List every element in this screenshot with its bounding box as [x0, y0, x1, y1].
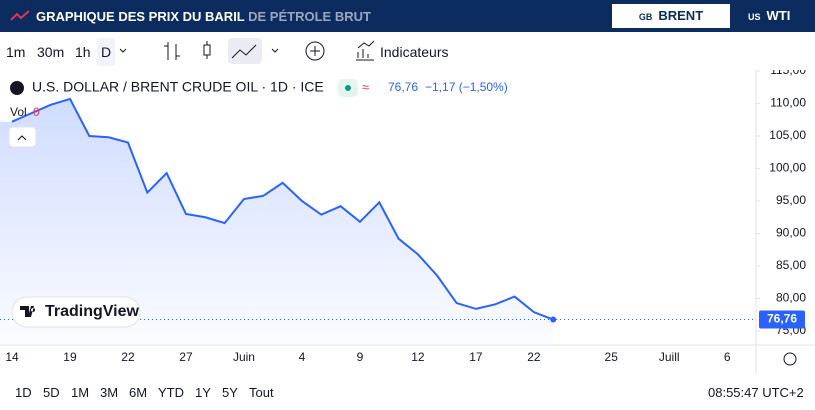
- watermark-icon: [20, 306, 36, 317]
- legend: U.S. DOLLAR / BRENT CRUDE OIL · 1D · ICE…: [8, 79, 508, 148]
- interval[interactable]: 1m: [6, 44, 26, 60]
- y-tick-label: 100,00: [769, 161, 806, 175]
- toolbar-icons: [119, 38, 375, 64]
- last-price-label: 76,76: [767, 312, 797, 326]
- x-tick-label: 17: [469, 350, 483, 364]
- settings-icon[interactable]: [783, 352, 797, 366]
- range-button[interactable]: 5D: [43, 385, 60, 400]
- range-button[interactable]: 1Y: [195, 385, 211, 400]
- header: GRAPHIQUE DES PRIX DU BARIL DE PÉTROLE B…: [0, 0, 815, 32]
- interval[interactable]: 1h: [75, 44, 91, 60]
- symbol: U.S. DOLLAR / BRENT CRUDE OIL · 1D · ICE: [32, 79, 324, 95]
- range-button[interactable]: 3M: [100, 385, 119, 400]
- x-tick-label: 9: [357, 350, 364, 364]
- last-point: [550, 316, 557, 323]
- x-tick-label: Juill: [659, 350, 680, 364]
- y-tick-label: 95,00: [776, 193, 806, 207]
- interval[interactable]: 30m: [37, 44, 65, 60]
- interval[interactable]: D: [97, 38, 116, 66]
- x-tick-label: 22: [121, 350, 135, 364]
- title-suffix: DE PÉTROLE BRUT: [248, 9, 371, 24]
- change: −1,17 (−1,50%): [425, 80, 508, 94]
- title-main: GRAPHIQUE DES PRIX DU BARIL: [36, 9, 245, 24]
- tab-label: BRENT: [658, 8, 704, 23]
- logo-icon: [10, 10, 30, 21]
- chart: 75,0080,0085,0090,0095,00100,00105,00110…: [0, 70, 815, 375]
- x-tick-label: 19: [63, 350, 77, 364]
- title: GRAPHIQUE DES PRIX DU BARIL DE PÉTROLE B…: [36, 9, 371, 24]
- y-tick-label: 80,00: [776, 291, 806, 305]
- last-price: 76,76: [388, 80, 418, 94]
- toolbar: 1m 30m 1h D Indicateurs: [0, 32, 815, 70]
- tab-brent[interactable]: GB BRENT: [612, 4, 730, 28]
- clock: 08:55:47 UTC+2: [708, 385, 804, 400]
- last-price-tag: [759, 310, 805, 329]
- watermark-text: TradingView: [45, 303, 140, 320]
- watermark: TradingView: [11, 296, 141, 328]
- range-button[interactable]: 5Y: [222, 385, 238, 400]
- area: [0, 98, 554, 344]
- x-tick-label: Juin: [233, 350, 255, 364]
- indicators-button[interactable]: Indicateurs: [380, 44, 449, 60]
- footer: 08:55:47 UTC+2 1D 5D 1M 3M 6M YTD 1Y 5Y Tout: [0, 382, 815, 402]
- vol-value: 0: [33, 105, 40, 119]
- x-tick-label: 27: [179, 350, 193, 364]
- range-button[interactable]: 1D: [15, 385, 32, 400]
- x-tick-label: 25: [605, 350, 619, 364]
- x-tick-label: 14: [5, 350, 19, 364]
- range-button[interactable]: Tout: [249, 385, 274, 400]
- tab-wti[interactable]: US WTI: [748, 4, 790, 28]
- range-button[interactable]: 1M: [71, 385, 90, 400]
- y-tick-label: 85,00: [776, 258, 806, 272]
- x-tick-label: 6: [724, 350, 731, 364]
- range-button[interactable]: YTD: [158, 385, 184, 400]
- tab-label: WTI: [766, 8, 791, 23]
- y-tick-label: 105,00: [769, 128, 806, 142]
- icon: ≈: [362, 79, 369, 94]
- y-tick-label: 115,00: [770, 70, 806, 77]
- flag: US: [748, 12, 761, 22]
- x-tick-label: 22: [527, 350, 541, 364]
- vol-label: Vol: [10, 105, 27, 119]
- range-button[interactable]: 6M: [129, 385, 148, 400]
- y-tick-label: 90,00: [776, 226, 806, 240]
- y-tick-label: 110,00: [770, 96, 806, 110]
- price-line: [11, 97, 554, 321]
- x-tick-label: 12: [411, 350, 425, 364]
- x-tick-label: 4: [299, 350, 306, 364]
- flag: GB: [638, 12, 653, 22]
- watermark-box: [11, 296, 141, 328]
